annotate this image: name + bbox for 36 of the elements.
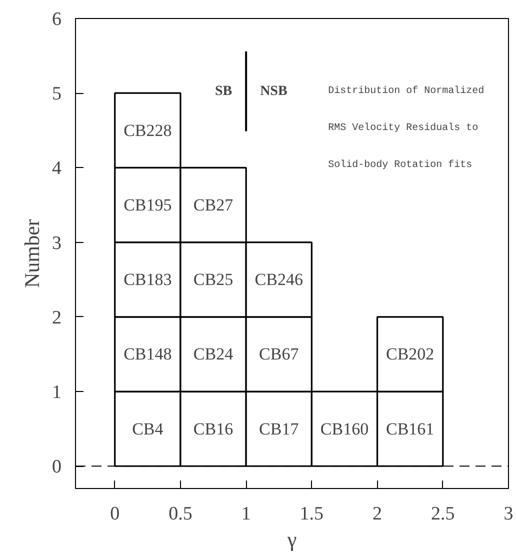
y-tick-label: 0 [52, 456, 62, 478]
y-axis-title: Number [20, 219, 44, 288]
x-tick-label: 3 [504, 504, 514, 524]
data-label: CB148 [124, 344, 172, 364]
annotation: RMS Velocity Residuals to [328, 122, 478, 134]
x-tick-label: 2.5 [431, 504, 455, 524]
data-label: CB160 [320, 419, 369, 438]
x-axis-title: γ [286, 528, 297, 552]
y-tick-label: 4 [52, 158, 62, 180]
data-label: CB24 [193, 344, 234, 364]
data-label: CB161 [386, 419, 434, 438]
y-tick-label: 1 [52, 382, 62, 404]
x-tick-label: 2 [372, 504, 382, 524]
data-label: CB27 [193, 196, 234, 215]
data-label: CB183 [124, 270, 172, 290]
y-tick-label: 6 [52, 9, 62, 30]
annotation: SB [214, 84, 232, 99]
y-tick-label: 2 [52, 307, 62, 328]
data-label: CB17 [259, 419, 300, 438]
x-tick-label: 1 [241, 504, 251, 524]
data-label: CB4 [132, 419, 164, 438]
data-label: CB195 [124, 196, 172, 215]
x-tick-label: 0.5 [168, 504, 192, 524]
annotation: Solid-body Rotation fits [328, 158, 472, 171]
data-label: CB25 [193, 270, 234, 290]
annotation: NSB [260, 84, 288, 99]
annotation: Distribution of Normalized [328, 84, 484, 97]
data-label: CB228 [124, 120, 172, 140]
data-label: CB246 [254, 270, 303, 290]
data-label: CB67 [259, 344, 300, 364]
data-label: CB16 [193, 419, 234, 438]
x-tick-label: 1.5 [300, 504, 324, 524]
data-label: CB202 [386, 344, 434, 364]
y-tick-label: 3 [52, 232, 62, 254]
x-tick-label: 0 [110, 504, 120, 524]
y-tick-label: 5 [52, 84, 62, 105]
